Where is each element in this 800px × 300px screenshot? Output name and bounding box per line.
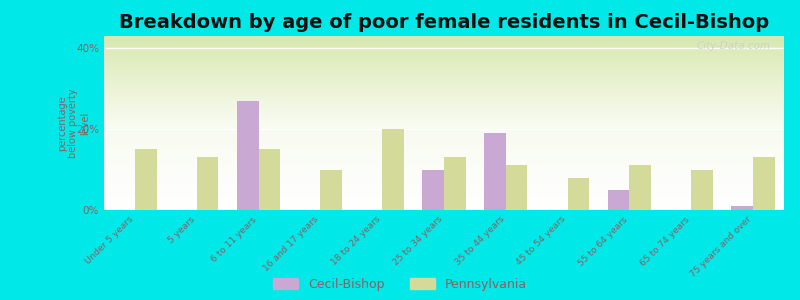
Bar <box>320 169 342 210</box>
Bar <box>422 169 444 210</box>
Bar <box>382 129 404 210</box>
Bar <box>568 178 590 210</box>
Bar <box>237 101 258 210</box>
Title: Breakdown by age of poor female residents in Cecil-Bishop: Breakdown by age of poor female resident… <box>119 13 769 32</box>
Legend: Cecil-Bishop, Pennsylvania: Cecil-Bishop, Pennsylvania <box>273 278 527 291</box>
Bar <box>608 190 630 210</box>
Bar <box>691 169 713 210</box>
Bar <box>135 149 157 210</box>
Bar <box>753 158 774 210</box>
Y-axis label: percentage
below poverty
level: percentage below poverty level <box>57 88 90 158</box>
Bar <box>630 166 651 210</box>
Bar <box>197 158 218 210</box>
Text: City-Data.com: City-Data.com <box>696 41 770 51</box>
Bar <box>258 149 280 210</box>
Bar <box>731 206 753 210</box>
Bar <box>506 166 527 210</box>
Bar <box>484 133 506 210</box>
Bar <box>444 158 466 210</box>
